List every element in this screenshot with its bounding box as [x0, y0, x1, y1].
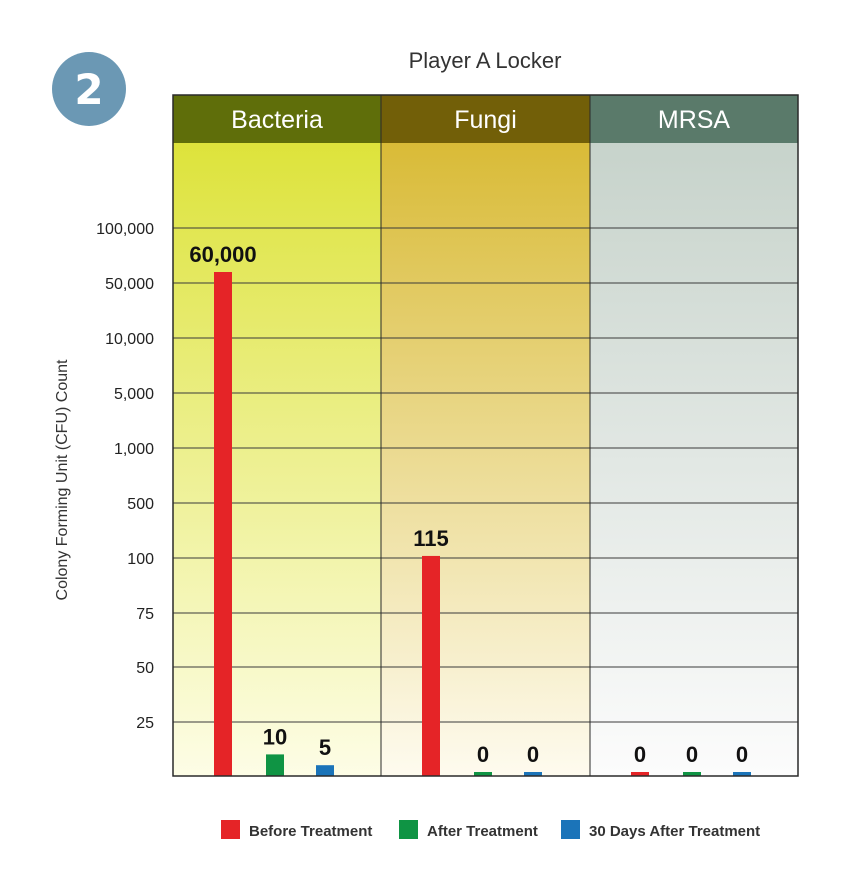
- y-tick-label: 25: [136, 715, 154, 732]
- legend-item-30-days-after-treatment: 30 Days After Treatment: [561, 820, 760, 840]
- column-header-fungi: [381, 95, 590, 143]
- legend-item-before-treatment: Before Treatment: [221, 820, 372, 840]
- bar-mrsa-after-treatment: [683, 772, 701, 776]
- step-badge: [52, 52, 126, 126]
- y-tick-label: 1,000: [114, 441, 154, 458]
- y-tick-label: 50,000: [105, 276, 154, 293]
- value-label-fungi-after-treatment: 0: [477, 742, 489, 767]
- value-label-bacteria-30-days-after-treatment: 5: [319, 735, 331, 760]
- y-axis-ticks: 100,000 50,000 10,000 5,000 1,000 500 100 75 50 2…: [96, 221, 154, 732]
- value-label-fungi-30-days-after-treatment: 0: [527, 742, 539, 767]
- value-label-fungi-before-treatment: 115: [413, 526, 449, 551]
- y-axis-label: Colony Forming Unit (CFU) Count: [54, 359, 71, 601]
- y-tick-label: 500: [127, 496, 154, 513]
- category-label-mrsa: MRSA: [658, 106, 731, 134]
- y-tick-label: 10,000: [105, 331, 154, 348]
- category-headers: Bacteria Fungi MRSA: [173, 95, 798, 776]
- bar-bacteria-30-days-after-treatment: [316, 765, 334, 776]
- y-tick-label: 100: [127, 551, 154, 568]
- column-header-mrsa: [590, 95, 798, 143]
- bar-bacteria-after-treatment: [266, 754, 284, 776]
- value-label-mrsa-before-treatment: 0: [634, 742, 646, 767]
- legend: Before Treatment After Treatment 30 Days…: [221, 820, 760, 840]
- y-tick-label: 75: [136, 606, 154, 623]
- bar-mrsa-before-treatment: [631, 772, 649, 776]
- y-tick-label: 50: [136, 660, 154, 677]
- legend-swatch-after-treatment: [399, 820, 418, 839]
- bar-fungi-30-days-after-treatment: [524, 772, 542, 776]
- value-label-mrsa-30-days-after-treatment: 0: [736, 742, 748, 767]
- column-header-bacteria: [173, 95, 381, 143]
- value-label-bacteria-before-treatment: 60,000: [189, 242, 256, 267]
- bar-mrsa-30-days-after-treatment: [733, 772, 751, 776]
- y-tick-label: 5,000: [114, 386, 154, 403]
- step-badge-number: 2: [74, 65, 103, 114]
- chart-title: Player A Locker: [409, 48, 562, 73]
- y-tick-label: 100,000: [96, 221, 154, 238]
- legend-label-before-treatment: Before Treatment: [249, 823, 372, 840]
- gridlines: [173, 227, 798, 723]
- bar-fungi-before-treatment: [422, 555, 440, 776]
- legend-swatch-before-treatment: [221, 820, 240, 839]
- legend-label-after-treatment: After Treatment: [427, 823, 538, 840]
- bar-fungi-after-treatment: [474, 772, 492, 776]
- column-bg-fungi: [381, 143, 590, 776]
- column-bg-mrsa: [590, 143, 798, 776]
- category-label-fungi: Fungi: [454, 106, 517, 134]
- plot-frame: [172, 94, 799, 777]
- legend-label-30-days-after-treatment: 30 Days After Treatment: [589, 823, 760, 840]
- legend-swatch-30-days-after-treatment: [561, 820, 580, 839]
- value-label-mrsa-after-treatment: 0: [686, 742, 698, 767]
- category-label-bacteria: Bacteria: [231, 106, 323, 134]
- legend-item-after-treatment: After Treatment: [399, 820, 538, 840]
- category-columns: [173, 143, 798, 776]
- bars: [214, 272, 751, 776]
- value-labels: 60,000 10 5 115 0 0 0 0 0: [189, 242, 748, 767]
- value-label-bacteria-after-treatment: 10: [263, 724, 287, 749]
- column-bg-bacteria: [173, 143, 381, 776]
- bar-bacteria-before-treatment: [214, 272, 232, 776]
